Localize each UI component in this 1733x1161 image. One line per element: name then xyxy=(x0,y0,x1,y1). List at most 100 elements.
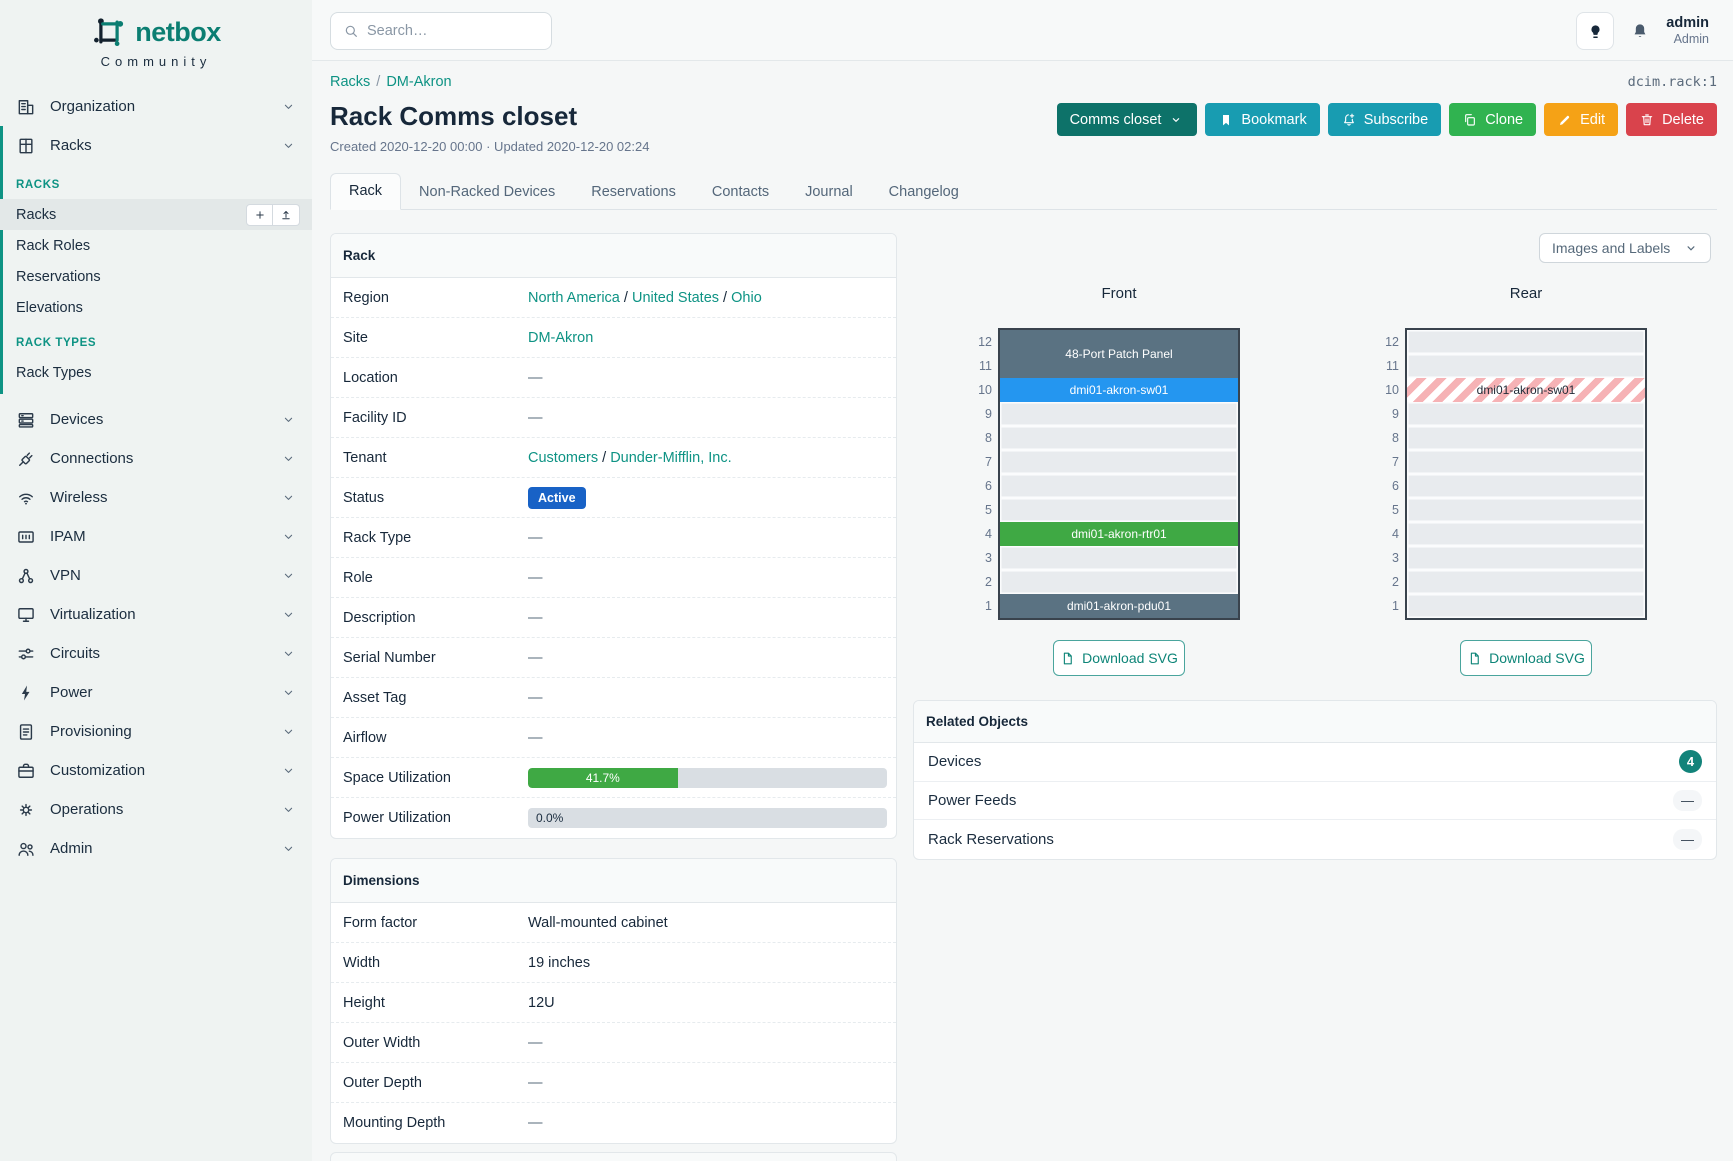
theme-toggle-button[interactable] xyxy=(1576,11,1615,50)
sidebar-link-rack-roles[interactable]: Rack Roles xyxy=(16,237,91,254)
related-row-devices: Devices 4 xyxy=(914,743,1716,782)
tab-journal[interactable]: Journal xyxy=(805,184,853,200)
notifications-bell-icon[interactable] xyxy=(1630,21,1650,41)
rear-download-svg-button[interactable]: Download SVG xyxy=(1460,640,1592,676)
action-buttons: Comms closet Bookmark Subscribe Clone Edit De… xyxy=(1056,103,1717,136)
rack-empty-unit-3[interactable] xyxy=(1407,546,1645,570)
edit-button[interactable]: Edit xyxy=(1544,103,1619,136)
sidebar-nav: Organization Racks RACKS Racks Rack Roles R… xyxy=(0,87,312,868)
rack-empty-unit-11[interactable] xyxy=(1407,354,1645,378)
delete-button[interactable]: Delete xyxy=(1626,103,1717,136)
device-selector-button[interactable]: Comms closet xyxy=(1056,103,1198,136)
breadcrumb: Racks / DM-Akron xyxy=(330,74,452,90)
rack-empty-unit-8[interactable] xyxy=(1000,426,1238,450)
unit-number: 1 xyxy=(1392,599,1399,613)
brand-name: netbox xyxy=(135,16,221,47)
link-customers[interactable]: Customers xyxy=(528,449,599,466)
attribute-row: Region North America / United States / Oh… xyxy=(331,278,896,318)
link-united-states[interactable]: United States xyxy=(631,289,720,306)
attribute-row: Height 12U xyxy=(331,983,896,1023)
power-utilization-bar: 0.0% xyxy=(528,808,887,828)
link-ohio[interactable]: Ohio xyxy=(731,289,762,306)
attribute-row: Description — xyxy=(331,598,896,638)
sidebar-item-vpn[interactable]: VPN xyxy=(0,556,312,595)
import-racks-button[interactable] xyxy=(273,203,300,226)
clone-button[interactable]: Clone xyxy=(1449,103,1537,136)
sidebar-item-provisioning[interactable]: Provisioning xyxy=(0,712,312,751)
rack-device-dmi01-akron-sw01[interactable]: dmi01-akron-sw01 xyxy=(1000,378,1238,402)
front-download-svg-button[interactable]: Download SVG xyxy=(1053,640,1185,676)
sidebar-item-racks[interactable]: Racks xyxy=(0,126,312,165)
building-icon xyxy=(16,97,36,117)
attribute-row: Rack Type — xyxy=(331,518,896,558)
rack-empty-unit-7[interactable] xyxy=(1407,450,1645,474)
unit-number: 9 xyxy=(1392,407,1399,421)
link-dunder-mifflin-inc-[interactable]: Dunder-Mifflin, Inc. xyxy=(610,449,732,466)
sidebar-item-ipam[interactable]: IPAM xyxy=(0,517,312,556)
attribute-row: Tenant Customers / Dunder-Mifflin, Inc. xyxy=(331,438,896,478)
sidebar-link-racks[interactable]: Racks xyxy=(0,199,312,230)
tab-non-racked-devices[interactable]: Non-Racked Devices xyxy=(419,184,556,200)
sidebar-link-rack-types[interactable]: Rack Types xyxy=(16,364,92,381)
rack-empty-unit-5[interactable] xyxy=(1000,498,1238,522)
rack-empty-unit-3[interactable] xyxy=(1000,546,1238,570)
rack-empty-unit-8[interactable] xyxy=(1407,426,1645,450)
rack-empty-unit-9[interactable] xyxy=(1407,402,1645,426)
search-input[interactable] xyxy=(367,23,554,39)
dimensions-panel: Dimensions Form factor Wall-mounted cabin… xyxy=(330,858,897,1144)
rack-empty-unit-5[interactable] xyxy=(1407,498,1645,522)
sidebar-item-wireless[interactable]: Wireless xyxy=(0,478,312,517)
rack-empty-unit-6[interactable] xyxy=(1407,474,1645,498)
rack-empty-unit-4[interactable] xyxy=(1407,522,1645,546)
unit-number: 1 xyxy=(985,599,992,613)
user-menu[interactable]: admin Admin xyxy=(1666,14,1709,48)
sidebar-item-admin[interactable]: Admin xyxy=(0,829,312,868)
front-unit-numbers: 12 11 10 9 8 7 6 5 4 3 2 1 xyxy=(958,330,992,618)
tab-contacts[interactable]: Contacts xyxy=(711,184,770,200)
sidebar-section-header: RACK TYPES xyxy=(16,337,97,349)
rack-device-dmi01-akron-sw01[interactable]: dmi01-akron-sw01 xyxy=(1407,378,1645,402)
rack-device-48-port-patch-panel[interactable]: 48-Port Patch Panel xyxy=(1000,330,1238,378)
sidebar-item-virtualization[interactable]: Virtualization xyxy=(0,595,312,634)
count-badge[interactable]: 4 xyxy=(1679,750,1702,774)
rack-empty-unit-7[interactable] xyxy=(1000,450,1238,474)
briefcase-icon xyxy=(16,761,36,781)
rack-empty-unit-2[interactable] xyxy=(1000,570,1238,594)
sidebar-item-circuits[interactable]: Circuits xyxy=(0,634,312,673)
sidebar-item-power[interactable]: Power xyxy=(0,673,312,712)
rack-device-dmi01-akron-rtr01[interactable]: dmi01-akron-rtr01 xyxy=(1000,522,1238,546)
sidebar-item-devices[interactable]: Devices xyxy=(0,400,312,439)
sidebar-item-connections[interactable]: Connections xyxy=(0,439,312,478)
rack-empty-unit-2[interactable] xyxy=(1407,570,1645,594)
rack-device-dmi01-akron-pdu01[interactable]: dmi01-akron-pdu01 xyxy=(1000,594,1238,618)
unit-number: 3 xyxy=(1392,551,1399,565)
subscribe-button[interactable]: Subscribe xyxy=(1327,103,1442,136)
rack-empty-unit-1[interactable] xyxy=(1407,594,1645,618)
link-dm-akron[interactable]: DM-Akron xyxy=(528,329,594,346)
add-rack-button[interactable] xyxy=(246,203,273,226)
tab-changelog[interactable]: Changelog xyxy=(888,184,959,200)
bookmark-button[interactable]: Bookmark xyxy=(1205,103,1320,136)
elevation-view-selector[interactable]: Images and Labels xyxy=(1539,233,1711,263)
sidebar-item-customization[interactable]: Customization xyxy=(0,751,312,790)
sidebar-item-organization[interactable]: Organization xyxy=(0,87,312,126)
search-box[interactable] xyxy=(330,12,554,50)
breadcrumb-link-dm-akron[interactable]: DM-Akron xyxy=(386,74,452,90)
netbox-logo-icon xyxy=(91,14,127,50)
sidebar-item-operations[interactable]: Operations xyxy=(0,790,312,829)
tab-rack[interactable]: Rack xyxy=(330,173,402,210)
wifi-icon xyxy=(16,488,36,508)
tab-reservations[interactable]: Reservations xyxy=(591,184,676,200)
sidebar-link-elevations[interactable]: Elevations xyxy=(16,299,83,316)
chevron-down-icon xyxy=(281,451,296,466)
breadcrumb-link-racks[interactable]: Racks xyxy=(330,74,371,90)
rack-empty-unit-6[interactable] xyxy=(1000,474,1238,498)
rack-empty-unit-12[interactable] xyxy=(1407,330,1645,354)
sidebar-link-reservations[interactable]: Reservations xyxy=(16,268,101,285)
chevron-down-icon xyxy=(281,568,296,583)
rack-empty-unit-9[interactable] xyxy=(1000,402,1238,426)
brand[interactable]: netbox Community xyxy=(0,0,312,69)
attribute-row: Airflow — xyxy=(331,718,896,758)
page-meta: Created 2020-12-20 00:00 · Updated 2020-… xyxy=(330,139,650,154)
link-north-america[interactable]: North America xyxy=(528,289,620,306)
